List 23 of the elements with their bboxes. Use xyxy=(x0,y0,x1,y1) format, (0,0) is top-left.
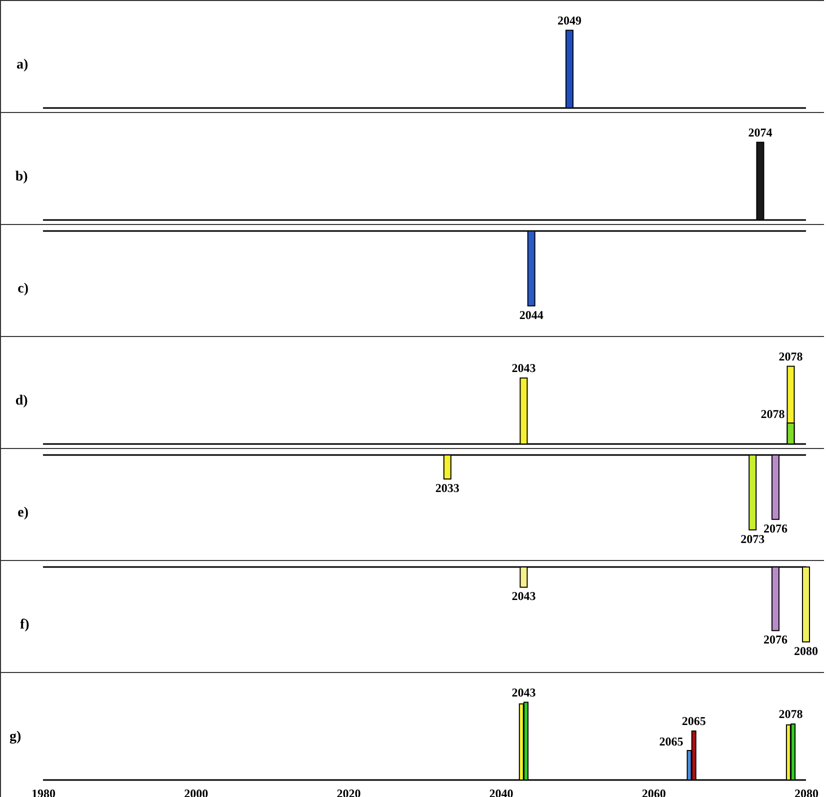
annotation: 2078 xyxy=(778,707,803,722)
annotation: 2074 xyxy=(748,125,772,140)
annotation: 2065 xyxy=(659,734,684,748)
text: g) xyxy=(10,730,22,744)
text: a) xyxy=(16,58,28,72)
annotation: 2043 xyxy=(512,685,536,700)
annotation: 2080 xyxy=(794,644,818,658)
annotation: 2078 xyxy=(778,349,803,364)
text: b) xyxy=(15,170,28,184)
annotation: 2033 xyxy=(435,480,460,495)
annotation: 2043 xyxy=(512,589,536,604)
annotation: 2043 xyxy=(512,360,536,375)
text: d) xyxy=(15,394,28,408)
text: c) xyxy=(18,282,29,296)
annotation: 2065 xyxy=(682,714,706,728)
annotation: 2076 xyxy=(763,521,788,536)
text: f) xyxy=(20,618,30,632)
text: e) xyxy=(18,506,29,520)
annotation: 2078 xyxy=(760,407,785,422)
annotation: 2044 xyxy=(519,308,544,322)
annotation: 2049 xyxy=(557,13,582,28)
annotation: 2073 xyxy=(740,532,765,546)
annotation: 2076 xyxy=(763,632,788,647)
